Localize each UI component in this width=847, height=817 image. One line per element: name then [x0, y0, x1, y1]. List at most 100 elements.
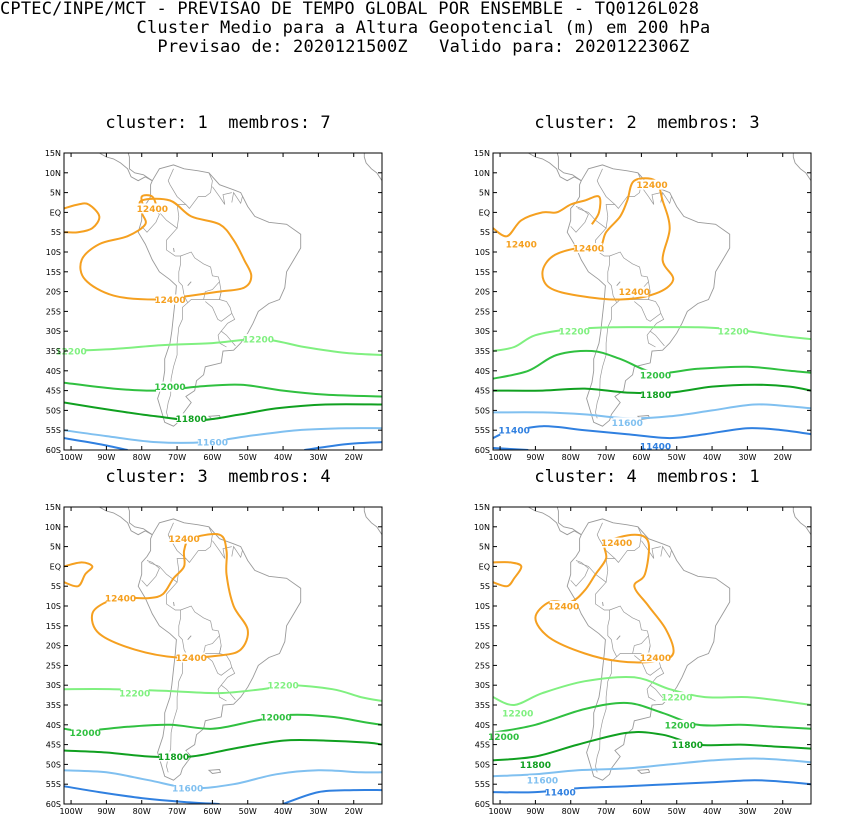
lon-tick-label: 70W [597, 807, 615, 816]
lat-tick-label: 55S [46, 780, 61, 789]
panel-title: cluster: 3 membros: 4 [105, 467, 331, 487]
lon-tick-label: 70W [168, 807, 186, 816]
lat-tick-label: 10S [46, 248, 61, 257]
contour-line-12200 [493, 326, 811, 352]
contour-label: 12400 [601, 539, 632, 549]
lat-tick-label: EQ [479, 562, 490, 571]
country-border [219, 291, 222, 300]
country-border [220, 667, 236, 701]
lon-tick-label: 70W [168, 453, 186, 462]
lat-tick-label: 35S [46, 701, 61, 710]
contour-label: 12400 [105, 595, 136, 605]
lat-tick-label: 10N [45, 169, 61, 178]
lon-tick-label: 90W [526, 453, 544, 462]
geopotential-map: 12400 12400 12400 12200 12200 12000 12000 11800… [474, 503, 812, 816]
lat-tick-label: EQ [50, 562, 61, 571]
lon-tick-label: 30W [738, 807, 756, 816]
lat-tick-label: 30S [475, 327, 490, 336]
south-america-coastline [566, 164, 731, 427]
lat-tick-label: 25S [475, 307, 490, 316]
country-border [212, 186, 232, 205]
lon-tick-label: 90W [97, 453, 115, 462]
contour-line-11600 [64, 769, 382, 790]
contour-label-background [602, 537, 631, 548]
map-panel-cluster-4: cluster: 4 membros: 1 12400 12400 12400 122… [457, 467, 837, 816]
falklands-coastline [207, 769, 222, 774]
lon-tick-label: 40W [274, 453, 292, 462]
lat-tick-label: 5N [50, 189, 61, 198]
map-frame-background [493, 153, 811, 450]
contour-label-background [244, 334, 273, 345]
coastline-layer [527, 153, 811, 427]
header-line-1: CPTEC/INPE/MCT - PREVISAO DE TEMPO GLOBA… [0, 0, 700, 19]
contour-label: 11400 [544, 789, 575, 799]
contour-label: 12400 [573, 245, 604, 255]
map-panel-cluster-3: cluster: 3 membros: 4 12400 12400 12400 122… [28, 467, 408, 816]
contour-label: 12000 [665, 721, 696, 731]
lat-tick-label: 40S [46, 367, 61, 376]
lat-tick-label: 10S [46, 602, 61, 611]
lake-outline [173, 601, 175, 607]
central-america-coastline [98, 153, 153, 182]
country-border [217, 330, 227, 348]
country-border [634, 299, 662, 322]
contour-line-12200 [64, 338, 382, 356]
contour-label-background [641, 441, 670, 450]
contour-label: 12200 [119, 690, 150, 700]
contour-label: 11800 [520, 761, 551, 771]
lon-tick-label: 30W [309, 453, 327, 462]
lon-tick-label: 90W [526, 807, 544, 816]
contour-label-background [177, 413, 206, 424]
africa-coastline [792, 153, 811, 182]
lake-outline [187, 281, 192, 286]
contour-label-background [673, 739, 702, 750]
country-border [203, 635, 220, 654]
africa-coastline [792, 507, 811, 536]
contour-label: 12200 [267, 682, 298, 692]
lon-tick-label: 30W [309, 807, 327, 816]
lake-outline [602, 247, 604, 253]
contour-label: 11600 [197, 439, 228, 449]
contour-label: 11600 [612, 419, 643, 429]
lake-outline [602, 601, 604, 607]
lon-tick-label: 70W [597, 453, 615, 462]
map-frame-border [492, 152, 812, 451]
lon-tick-label: 20W [345, 807, 363, 816]
lat-tick-label: 15S [46, 622, 61, 631]
lake-outline [187, 635, 192, 640]
contour-label-background [156, 381, 184, 392]
lat-tick-label: 25S [475, 661, 490, 670]
contour-label: 12400 [619, 288, 650, 298]
lat-tick-label: 5S [51, 228, 61, 237]
lon-tick-label: 100W [59, 453, 82, 462]
country-border [180, 251, 222, 303]
lat-tick-label: 15N [474, 149, 490, 158]
contour-line-11800 [64, 401, 382, 422]
contour-label: 11800 [672, 741, 703, 751]
contour-line-11600 [493, 403, 811, 420]
lat-tick-label: 5N [50, 543, 61, 552]
contour-label-background [269, 680, 298, 691]
lon-tick-label: 90W [97, 807, 115, 816]
contour-line-12400 [493, 195, 602, 238]
lat-tick-label: 5S [51, 582, 61, 591]
lon-tick-label: 20W [345, 453, 363, 462]
lat-tick-label: 20S [475, 288, 490, 297]
lat-tick-label: 45S [46, 387, 61, 396]
africa-coastline [363, 153, 382, 182]
header-line-2: Cluster Medio para a Altura Geopotencial… [136, 18, 711, 38]
map-panel-cluster-2: cluster: 2 membros: 3 12400 12400 12400 124… [457, 113, 837, 462]
contour-label: 12000 [640, 371, 671, 381]
lat-tick-label: 10N [474, 169, 490, 178]
contour-label-background [666, 719, 695, 730]
country-border [219, 645, 222, 654]
contour-label-background [120, 688, 149, 699]
lon-tick-label: 100W [59, 807, 82, 816]
contour-label: 12400 [168, 535, 199, 545]
lat-tick-label: 55S [475, 780, 490, 789]
falklands-coastline [636, 769, 651, 774]
lat-tick-label: 5N [479, 543, 490, 552]
lon-tick-label: 60W [632, 453, 650, 462]
contour-label-background [500, 425, 529, 436]
contour-line-11800 [493, 383, 811, 395]
